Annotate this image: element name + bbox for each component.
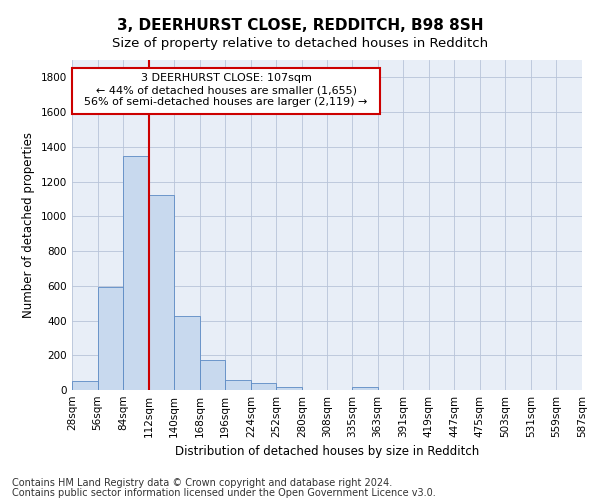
Text: 3 DEERHURST CLOSE: 107sqm: 3 DEERHURST CLOSE: 107sqm [141, 73, 311, 83]
Y-axis label: Number of detached properties: Number of detached properties [22, 132, 35, 318]
Text: 3, DEERHURST CLOSE, REDDITCH, B98 8SH: 3, DEERHURST CLOSE, REDDITCH, B98 8SH [117, 18, 483, 32]
Text: Size of property relative to detached houses in Redditch: Size of property relative to detached ho… [112, 38, 488, 51]
Text: Contains public sector information licensed under the Open Government Licence v3: Contains public sector information licen… [12, 488, 436, 498]
X-axis label: Distribution of detached houses by size in Redditch: Distribution of detached houses by size … [175, 446, 479, 458]
Bar [352, 388, 377, 390]
Bar [98, 286, 123, 390]
Text: ← 44% of detached houses are smaller (1,655): ← 44% of detached houses are smaller (1,… [95, 85, 356, 95]
Bar [251, 384, 277, 390]
Bar [123, 156, 149, 390]
Bar [225, 380, 251, 390]
Bar [277, 388, 302, 390]
Text: Contains HM Land Registry data © Crown copyright and database right 2024.: Contains HM Land Registry data © Crown c… [12, 478, 392, 488]
Bar [149, 196, 174, 390]
FancyBboxPatch shape [72, 68, 380, 114]
Bar [200, 360, 225, 390]
Text: 56% of semi-detached houses are larger (2,119) →: 56% of semi-detached houses are larger (… [85, 98, 368, 108]
Bar [174, 316, 200, 390]
Bar [72, 382, 98, 390]
